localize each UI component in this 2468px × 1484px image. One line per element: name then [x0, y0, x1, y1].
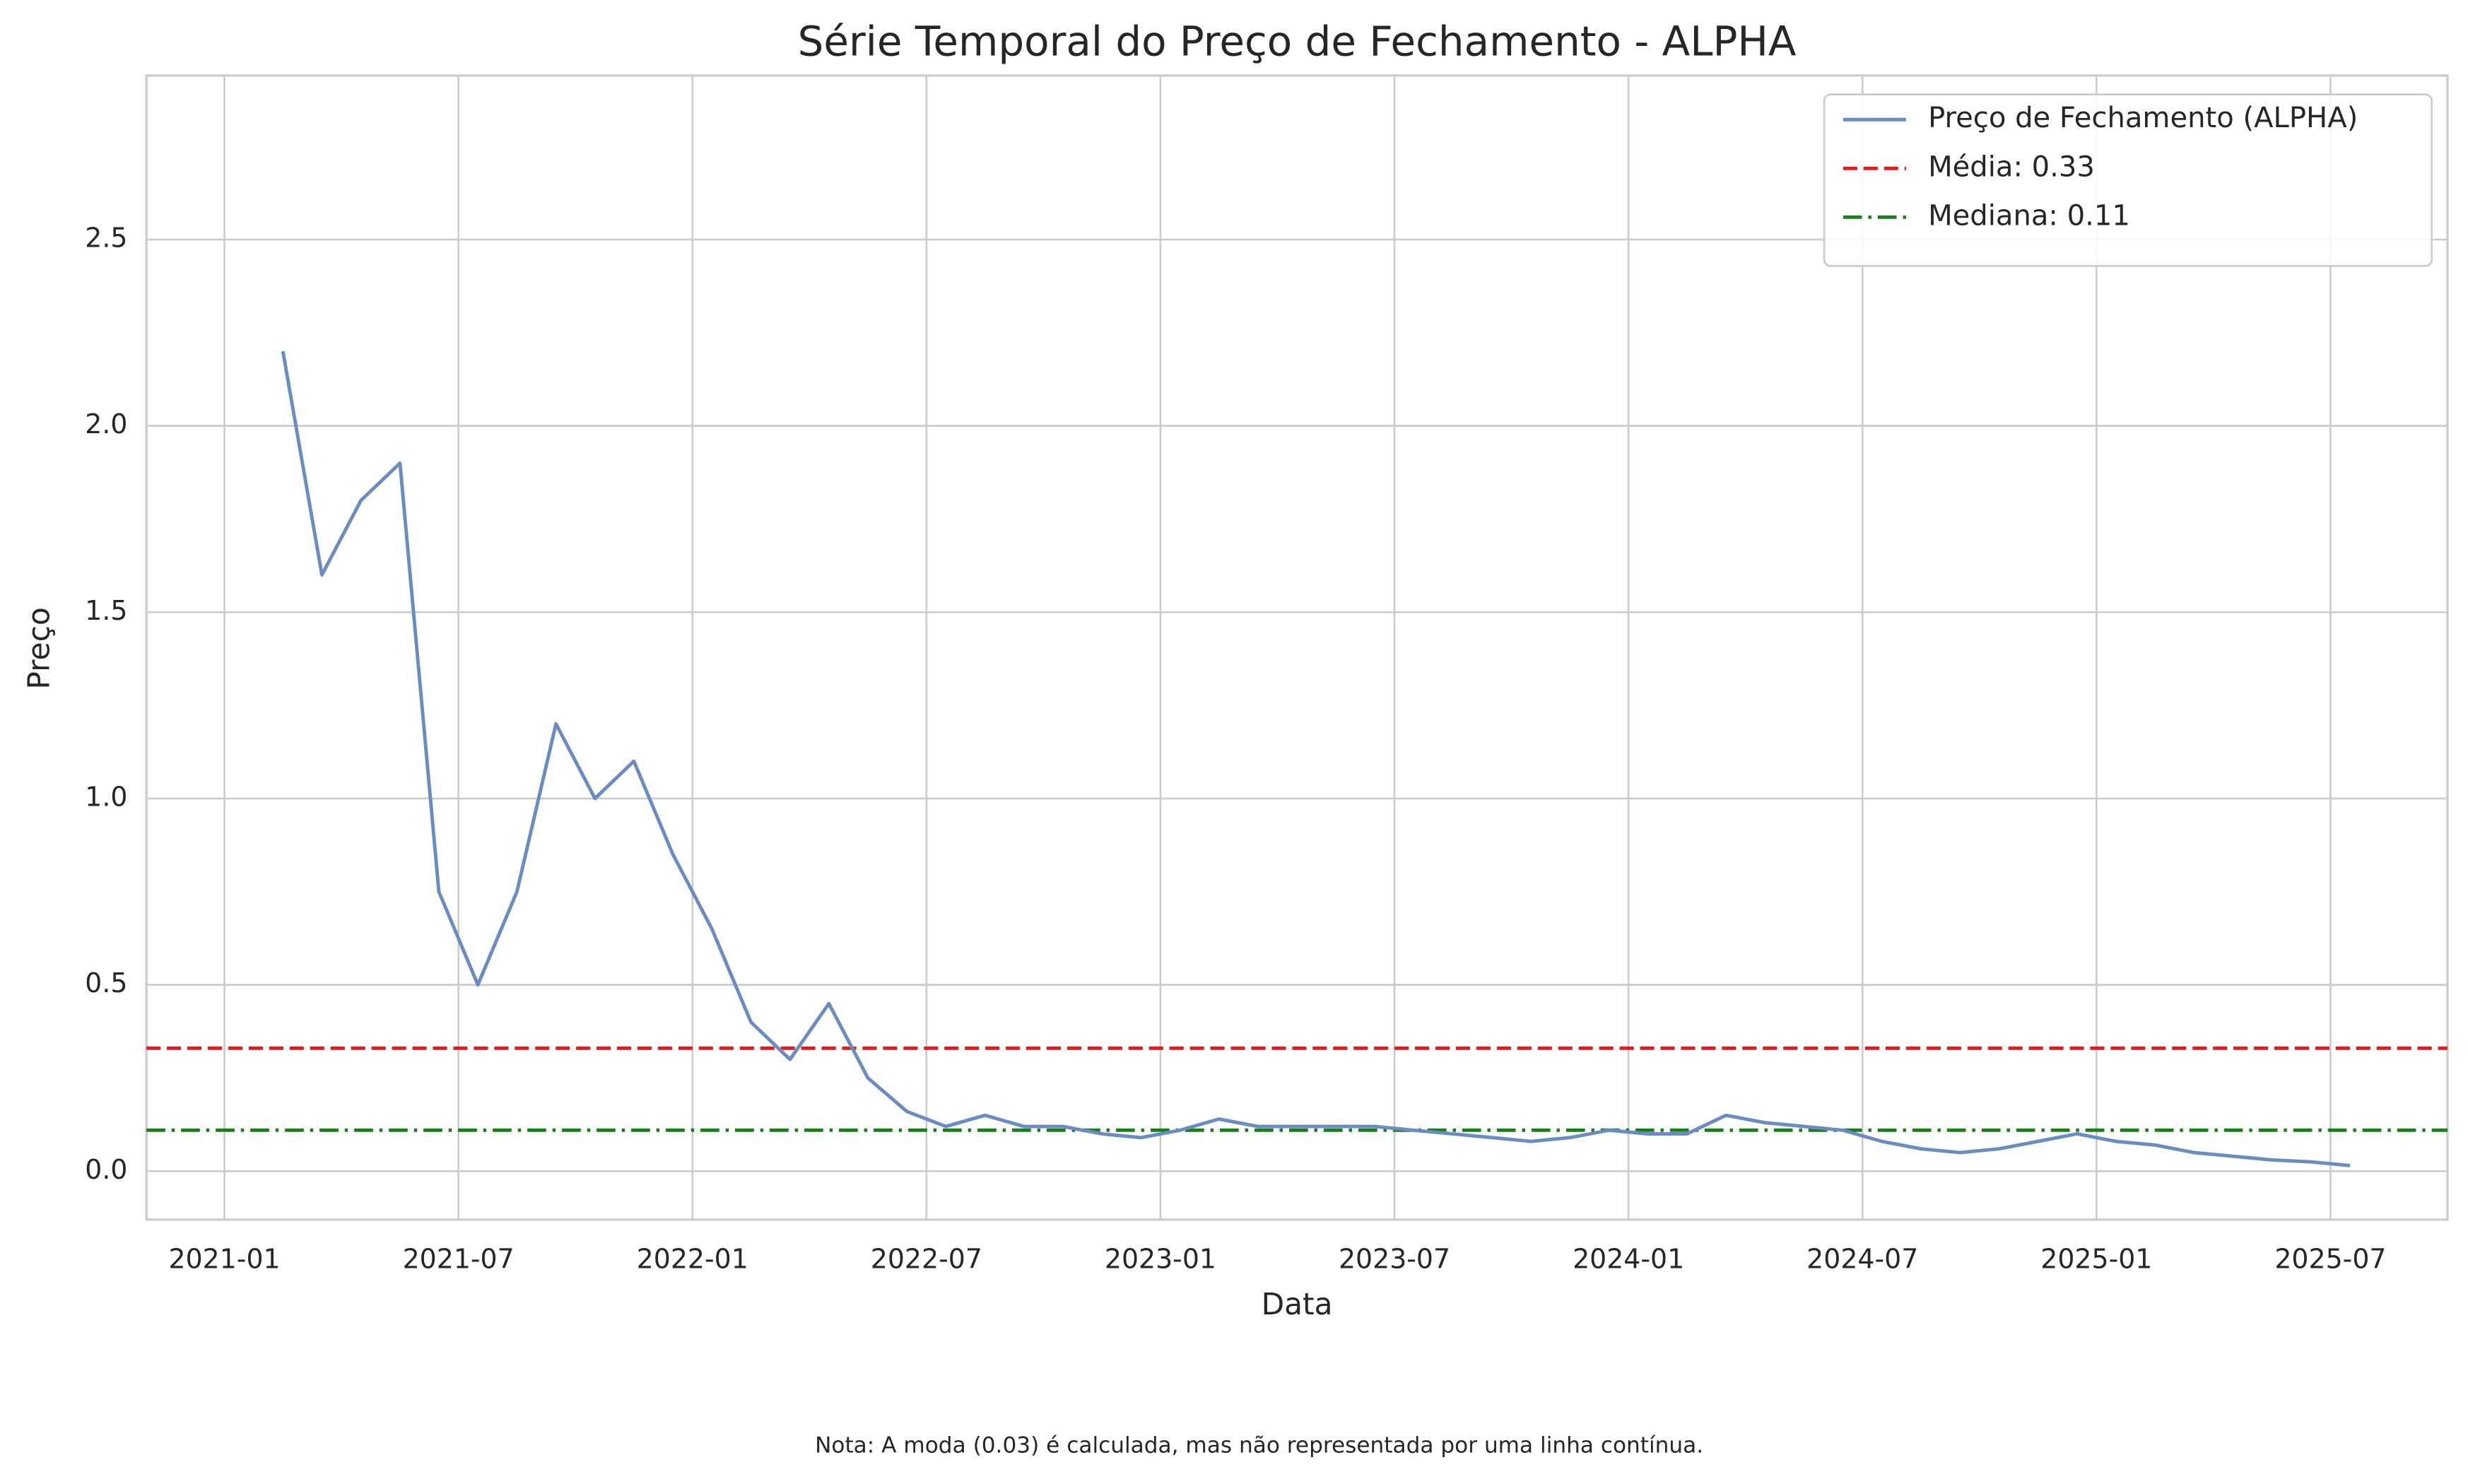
legend-box	[1823, 93, 2433, 267]
legend: Preço de Fechamento (ALPHA) Média: 0.33 Me…	[1823, 93, 2433, 267]
x-tick-label: 2022-01	[637, 1243, 748, 1274]
x-tick-label: 2025-07	[2274, 1243, 2386, 1274]
legend-label: Mediana: 0.11	[1928, 199, 2130, 232]
x-axis-label: Data	[1262, 1287, 1333, 1321]
y-tick-label: 0.0	[85, 1154, 127, 1185]
y-tick-label: 1.0	[85, 781, 127, 812]
y-tick-label: 2.0	[85, 408, 127, 440]
legend-label: Preço de Fechamento (ALPHA)	[1928, 102, 2358, 134]
x-tick-label: 2024-01	[1573, 1243, 1684, 1274]
x-tick-label: 2021-01	[168, 1243, 280, 1274]
price-line	[281, 351, 2351, 1167]
plot-frame	[145, 74, 2449, 1221]
x-tick-label: 2024-07	[1806, 1243, 1918, 1274]
x-tick-label: 2023-01	[1105, 1243, 1216, 1274]
chart-title: Série Temporal do Preço de Fechamento - …	[798, 17, 1797, 65]
legend-label: Média: 0.33	[1928, 151, 2095, 183]
x-tick-label: 2022-07	[871, 1243, 982, 1274]
y-tick-label: 1.5	[85, 595, 127, 626]
x-tick-label: 2023-07	[1339, 1243, 1450, 1274]
x-tick-label: 2025-01	[2040, 1243, 2152, 1274]
note: Nota: A moda (0.03) é calculada, mas não…	[815, 1433, 1703, 1459]
y-tick-label: 2.5	[85, 222, 127, 253]
y-tick-label: 0.5	[85, 967, 127, 999]
y-axis-label: Preço	[21, 607, 56, 689]
x-tick-label: 2021-07	[403, 1243, 515, 1274]
